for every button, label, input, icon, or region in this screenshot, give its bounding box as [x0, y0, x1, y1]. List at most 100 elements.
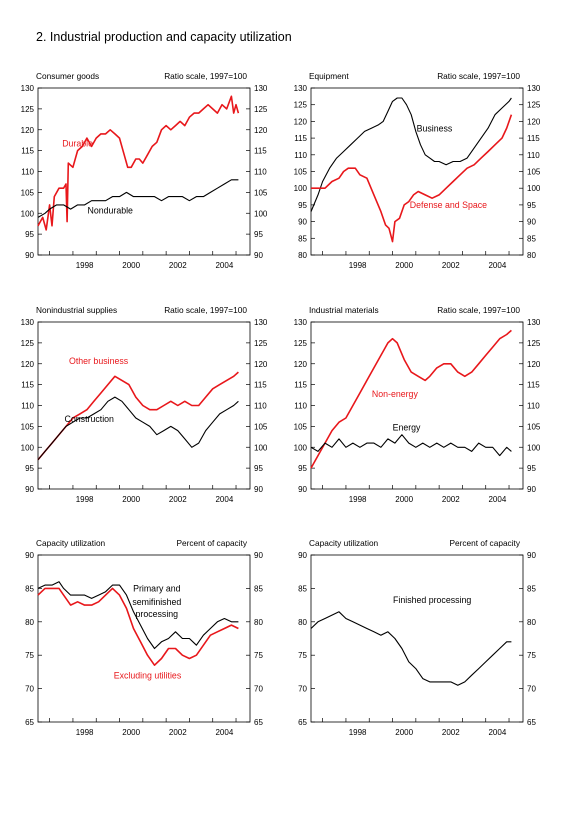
y-tick-label-right: 70: [527, 685, 536, 694]
y-tick-label-right: 65: [527, 718, 536, 727]
y-tick-label-left: 90: [25, 485, 34, 494]
y-tick-label-left: 110: [21, 402, 34, 411]
y-tick-label-right: 110: [254, 168, 267, 177]
y-tick-label-left: 95: [298, 464, 307, 473]
x-tick-label: 2004: [215, 495, 233, 504]
y-tick-label-right: 70: [254, 685, 263, 694]
y-tick-label-left: 90: [25, 551, 34, 560]
y-tick-label-left: 130: [21, 318, 35, 327]
x-tick-label: 2000: [395, 495, 413, 504]
y-tick-label-right: 80: [527, 251, 536, 260]
x-tick-label: 2000: [122, 728, 140, 737]
y-tick-label-right: 125: [527, 101, 541, 110]
y-tick-label-left: 100: [21, 443, 35, 452]
x-tick-label: 2004: [488, 495, 506, 504]
y-tick-label-right: 75: [527, 651, 536, 660]
x-tick-label: 2004: [215, 261, 233, 270]
y-tick-label-left: 90: [298, 218, 307, 227]
y-tick-label-right: 85: [254, 584, 263, 593]
x-tick-label: 2002: [169, 261, 187, 270]
y-tick-label-left: 105: [294, 168, 308, 177]
y-tick-label-left: 105: [294, 422, 308, 431]
x-tick-label: 1998: [76, 728, 94, 737]
series-label: Primary and: [133, 584, 181, 594]
y-tick-label-right: 65: [254, 718, 263, 727]
y-tick-label-right: 95: [254, 464, 263, 473]
scale-note: Ratio scale, 1997=100: [164, 71, 247, 81]
y-tick-label-right: 100: [254, 209, 268, 218]
y-tick-label-left: 110: [294, 402, 307, 411]
y-tick-label-right: 120: [527, 117, 541, 126]
y-tick-label-left: 120: [21, 360, 35, 369]
y-tick-label-left: 130: [294, 318, 308, 327]
y-tick-label-right: 125: [527, 339, 541, 348]
y-tick-label-left: 125: [21, 105, 35, 114]
series-line-durable: [37, 95, 240, 231]
y-tick-label-right: 130: [254, 84, 268, 93]
chart-panel-2: Equipment Ratio scale, 1997=100 80 80 85 85 90…: [294, 71, 541, 270]
y-tick-label-right: 120: [254, 360, 268, 369]
y-tick-label-right: 115: [254, 147, 267, 156]
x-tick-label: 2000: [395, 261, 413, 270]
y-tick-label-left: 95: [25, 464, 34, 473]
y-tick-label-left: 130: [294, 84, 308, 93]
series-line-business: [310, 97, 512, 212]
series-line-energy: [310, 434, 512, 457]
x-tick-label: 2002: [442, 261, 460, 270]
series-label: Other business: [69, 356, 129, 366]
series-line-non-energy: [310, 329, 512, 469]
y-tick-label-left: 95: [298, 201, 307, 210]
chart-title: Industrial materials: [309, 305, 379, 315]
y-tick-label-left: 65: [298, 718, 307, 727]
y-tick-label-left: 120: [294, 360, 308, 369]
y-tick-label-right: 130: [527, 318, 541, 327]
y-tick-label-left: 130: [21, 84, 35, 93]
series-line-defense-and-space: [311, 114, 513, 243]
y-tick-label-left: 110: [294, 151, 307, 160]
x-tick-label: 2000: [122, 261, 140, 270]
x-tick-label: 2004: [488, 261, 506, 270]
y-tick-label-right: 85: [527, 234, 536, 243]
y-tick-label-left: 100: [294, 184, 308, 193]
series-label: Durable: [62, 138, 93, 148]
y-tick-label-right: 95: [527, 464, 536, 473]
y-tick-label-right: 115: [527, 134, 540, 143]
y-tick-label-left: 70: [25, 685, 34, 694]
y-tick-label-right: 90: [254, 251, 263, 260]
scale-note: Ratio scale, 1997=100: [437, 71, 520, 81]
y-tick-label-right: 120: [254, 126, 268, 135]
chart-title: Capacity utilization: [309, 538, 379, 548]
y-tick-label-left: 125: [294, 339, 308, 348]
y-tick-label-right: 80: [254, 618, 263, 627]
x-tick-label: 2000: [122, 495, 140, 504]
chart-panel-5: Capacity utilization Percent of capacity 6…: [25, 538, 263, 737]
y-tick-label-right: 85: [527, 584, 536, 593]
y-tick-label-right: 105: [527, 168, 541, 177]
x-tick-label: 2000: [395, 728, 413, 737]
y-tick-label-left: 115: [294, 381, 307, 390]
x-tick-label: 1998: [76, 261, 94, 270]
plot-frame: [37, 554, 251, 723]
y-tick-label-left: 90: [298, 485, 307, 494]
y-tick-label-right: 90: [254, 485, 263, 494]
chart-title: Equipment: [309, 71, 349, 81]
x-tick-label: 2002: [169, 728, 187, 737]
series-line-construction: [37, 396, 239, 461]
scale-note: Percent of capacity: [176, 538, 247, 548]
y-tick-label-left: 85: [298, 234, 307, 243]
chart-panel-6: Capacity utilization Percent of capacity 6…: [298, 538, 536, 737]
y-tick-label-right: 130: [527, 84, 541, 93]
series-label: Nondurable: [87, 205, 133, 215]
series-label: Defense and Space: [410, 200, 487, 210]
x-tick-label: 2002: [442, 495, 460, 504]
chart-title: Consumer goods: [36, 71, 99, 81]
x-tick-label: 2002: [169, 495, 187, 504]
y-tick-label-left: 95: [25, 230, 34, 239]
y-tick-label-right: 105: [254, 188, 268, 197]
chart-panel-3: Nonindustrial supplies Ratio scale, 1997=…: [21, 305, 268, 504]
y-tick-label-right: 115: [254, 381, 267, 390]
series-label: Business: [417, 123, 453, 133]
y-tick-label-left: 100: [294, 443, 308, 452]
y-tick-label-right: 95: [254, 230, 263, 239]
y-tick-label-left: 80: [25, 618, 34, 627]
